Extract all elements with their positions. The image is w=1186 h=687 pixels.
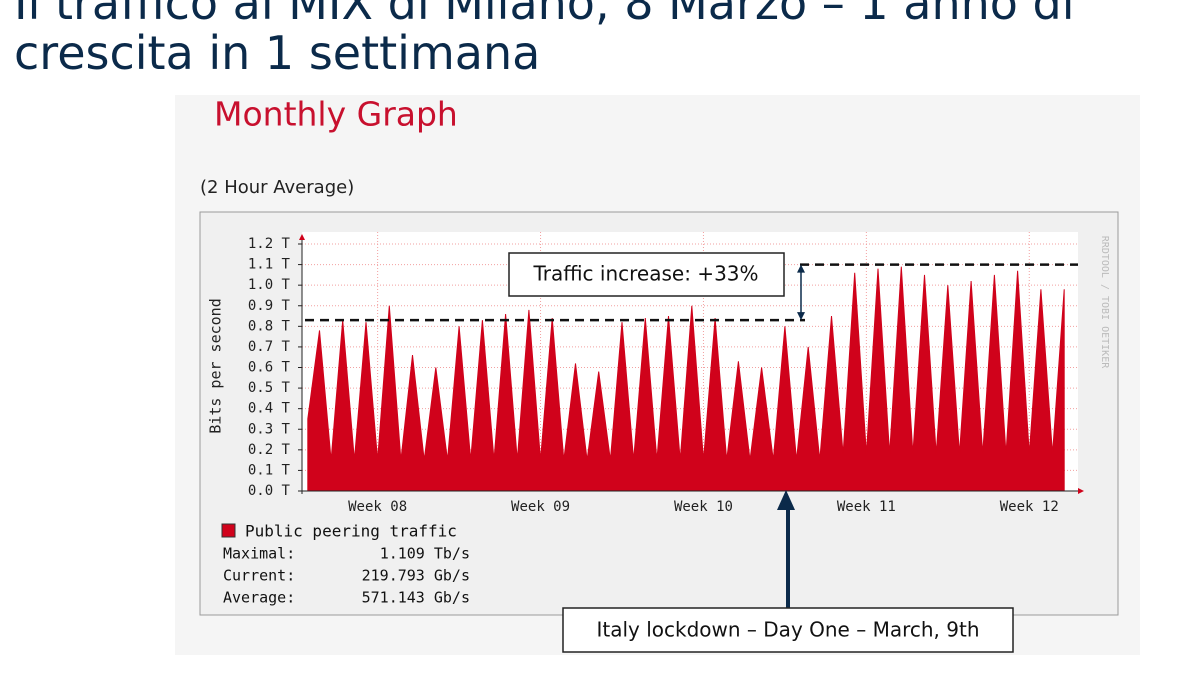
- arrow-head: [797, 264, 805, 273]
- y-tick-label: 0.3 T: [248, 421, 291, 437]
- y-tick-label: 1.0 T: [248, 277, 291, 293]
- slide-title: Il traffico al MIX di Milano, 8 Marzo – …: [14, 0, 1075, 80]
- legend-swatch: [221, 523, 236, 538]
- stat-label: Maximal:: [223, 545, 295, 563]
- y-tick-label: 0.0 T: [248, 483, 291, 499]
- y-tick-label: 0.4 T: [248, 401, 291, 417]
- chart-subtitle: (2 Hour Average): [200, 177, 354, 198]
- x-tick-label: Week 10: [674, 499, 733, 515]
- y-tick-label: 0.7 T: [248, 339, 291, 355]
- y-tick-label: 1.1 T: [248, 257, 291, 273]
- x-tick-label: Week 11: [837, 499, 896, 515]
- y-tick-label: 1.2 T: [248, 236, 291, 252]
- y-axis-arrow: [299, 234, 305, 240]
- y-tick-label: 0.9 T: [248, 298, 291, 314]
- stat-label: Current:: [223, 567, 295, 585]
- y-tick-label: 0.1 T: [248, 462, 291, 478]
- annotation-box: [508, 252, 785, 297]
- y-tick-label: 0.6 T: [248, 360, 291, 376]
- stat-value: 571.143 Gb/s: [362, 589, 470, 607]
- annotation-box: [562, 607, 1014, 653]
- chart-title: Monthly Graph: [214, 95, 458, 134]
- stat-value: 219.793 Gb/s: [362, 567, 470, 585]
- traffic-area: [307, 266, 1065, 492]
- x-tick-label: Week 09: [511, 499, 570, 515]
- y-tick-label: 0.2 T: [248, 442, 291, 458]
- arrow-head: [777, 490, 795, 510]
- x-tick-label: Week 08: [348, 499, 407, 515]
- x-axis-arrow: [1078, 488, 1084, 494]
- stat-label: Average:: [223, 589, 295, 607]
- annotation: Traffic increase: +33%: [532, 262, 758, 286]
- annotation: Italy lockdown – Day One – March, 9th: [596, 618, 979, 642]
- legend-label: Public peering traffic: [245, 522, 457, 541]
- side-label: RRDTOOL / TOBI OETIKER: [1099, 236, 1110, 369]
- y-tick-label: 0.8 T: [248, 318, 291, 334]
- x-tick-label: Week 12: [1000, 499, 1059, 515]
- arrow-head: [797, 312, 805, 321]
- stat-value: 1.109 Tb/s: [380, 545, 470, 563]
- y-axis-label: Bits per second: [207, 298, 225, 433]
- y-tick-label: 0.5 T: [248, 380, 291, 396]
